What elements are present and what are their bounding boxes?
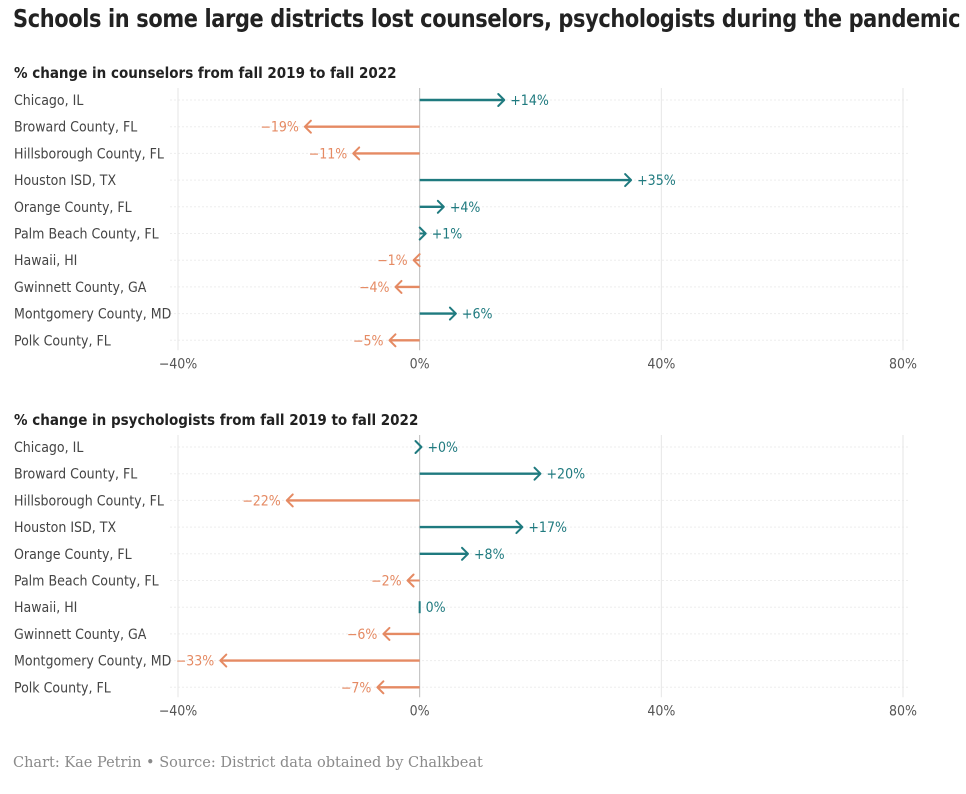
psychologists-value-label: −2% <box>371 574 402 590</box>
counselors-category-label: Orange County, FL <box>14 200 132 216</box>
counselors-category-label: Houston ISD, TX <box>14 173 116 189</box>
counselors-category-label: Broward County, FL <box>14 120 137 136</box>
psychologists-chart-title: % change in psychologists from fall 2019… <box>14 411 419 429</box>
counselors-category-label: Montgomery County, MD <box>14 307 171 323</box>
counselors-plot: −40% 0% 40% 80% Chicago, IL +14% Broward Count… <box>14 88 917 372</box>
counselors-arrowhead <box>412 253 421 268</box>
counselors-arrowhead <box>303 119 312 134</box>
counselors-value-label: +35% <box>637 173 676 189</box>
psychologists-arrowhead <box>406 573 415 588</box>
counselors-category-label: Gwinnett County, GA <box>14 280 147 296</box>
counselors-value-label: −19% <box>260 120 299 136</box>
psychologists-arrowhead <box>461 546 469 561</box>
counselors-tick-label: 0% <box>410 356 430 372</box>
counselors-category-label: Chicago, IL <box>14 93 83 109</box>
counselors-value-label: +6% <box>462 307 493 323</box>
psychologists-arrowhead <box>219 653 228 668</box>
counselors-value-label: −4% <box>359 280 390 296</box>
psychologists-tick-label: 0% <box>410 703 430 719</box>
psychologists-arrowhead <box>414 440 423 454</box>
psychologists-value-label: 0% <box>426 600 446 616</box>
psychologists-arrowhead <box>515 520 524 535</box>
counselors-value-label: −11% <box>309 146 348 162</box>
counselors-value-label: −5% <box>353 333 384 349</box>
psychologists-value-label: +17% <box>528 520 567 536</box>
counselors-arrowhead <box>448 306 457 321</box>
counselors-arrowhead <box>497 93 506 107</box>
counselors-arrowhead <box>418 226 427 241</box>
psychologists-category-label: Montgomery County, MD <box>14 654 171 670</box>
psychologists-tick-label: −40% <box>159 703 198 719</box>
counselors-category-label: Polk County, FL <box>14 333 111 349</box>
psychologists-category-label: Houston ISD, TX <box>14 520 116 536</box>
counselors-category-label: Palm Beach County, FL <box>14 227 159 243</box>
psychologists-category-label: Broward County, FL <box>14 467 137 483</box>
chart-title: Schools in some large districts lost cou… <box>13 4 961 33</box>
counselors-arrowhead <box>394 279 403 294</box>
counselors-chart-title: % change in counselors from fall 2019 to… <box>14 64 397 82</box>
psychologists-category-label: Polk County, FL <box>14 680 111 696</box>
psychologists-arrowhead <box>285 493 294 508</box>
counselors-value-label: +14% <box>510 93 549 109</box>
psychologists-value-label: −33% <box>176 654 215 670</box>
counselors-tick-label: 40% <box>647 356 675 372</box>
counselors-tick-label: −40% <box>159 356 198 372</box>
counselors-value-label: +4% <box>450 200 481 216</box>
counselors-tick-label: 80% <box>889 356 917 372</box>
psychologists-category-label: Gwinnett County, GA <box>14 627 147 643</box>
psychologists-category-label: Palm Beach County, FL <box>14 574 159 590</box>
psychologists-value-label: +0% <box>427 440 458 456</box>
source-caption: Chart: Kae Petrin • Source: District dat… <box>13 755 483 771</box>
psychologists-tick-label: 40% <box>647 703 675 719</box>
psychologists-arrowhead <box>376 680 385 695</box>
counselors-arrowhead <box>352 146 361 161</box>
psychologists-plot: −40% 0% 40% 80% Chicago, IL +0% Broward County… <box>14 435 917 719</box>
psychologists-tick-label: 80% <box>889 703 917 719</box>
counselors-category-label: Hawaii, HI <box>14 253 77 269</box>
psychologists-value-label: −22% <box>242 493 281 509</box>
counselors-value-label: +1% <box>432 227 463 243</box>
psychologists-arrowhead <box>382 626 391 641</box>
psychologists-category-label: Chicago, IL <box>14 440 83 456</box>
counselors-category-label: Hillsborough County, FL <box>14 146 164 162</box>
psychologists-arrowhead <box>533 466 542 481</box>
counselors-arrowhead <box>436 199 445 214</box>
psychologists-value-label: +8% <box>474 547 505 563</box>
psychologists-value-label: +20% <box>547 467 586 483</box>
psychologists-value-label: −7% <box>341 680 372 696</box>
counselors-arrowhead <box>388 333 397 348</box>
counselors-arrowhead <box>624 173 633 188</box>
psychologists-category-label: Hillsborough County, FL <box>14 493 164 509</box>
psychologists-value-label: −6% <box>347 627 378 643</box>
counselors-value-label: −1% <box>377 253 408 269</box>
psychologists-category-label: Orange County, FL <box>14 547 132 563</box>
counselors-chart: % change in counselors from fall 2019 to… <box>0 64 966 384</box>
psychologists-chart: % change in psychologists from fall 2019… <box>0 411 966 731</box>
psychologists-category-label: Hawaii, HI <box>14 600 77 616</box>
